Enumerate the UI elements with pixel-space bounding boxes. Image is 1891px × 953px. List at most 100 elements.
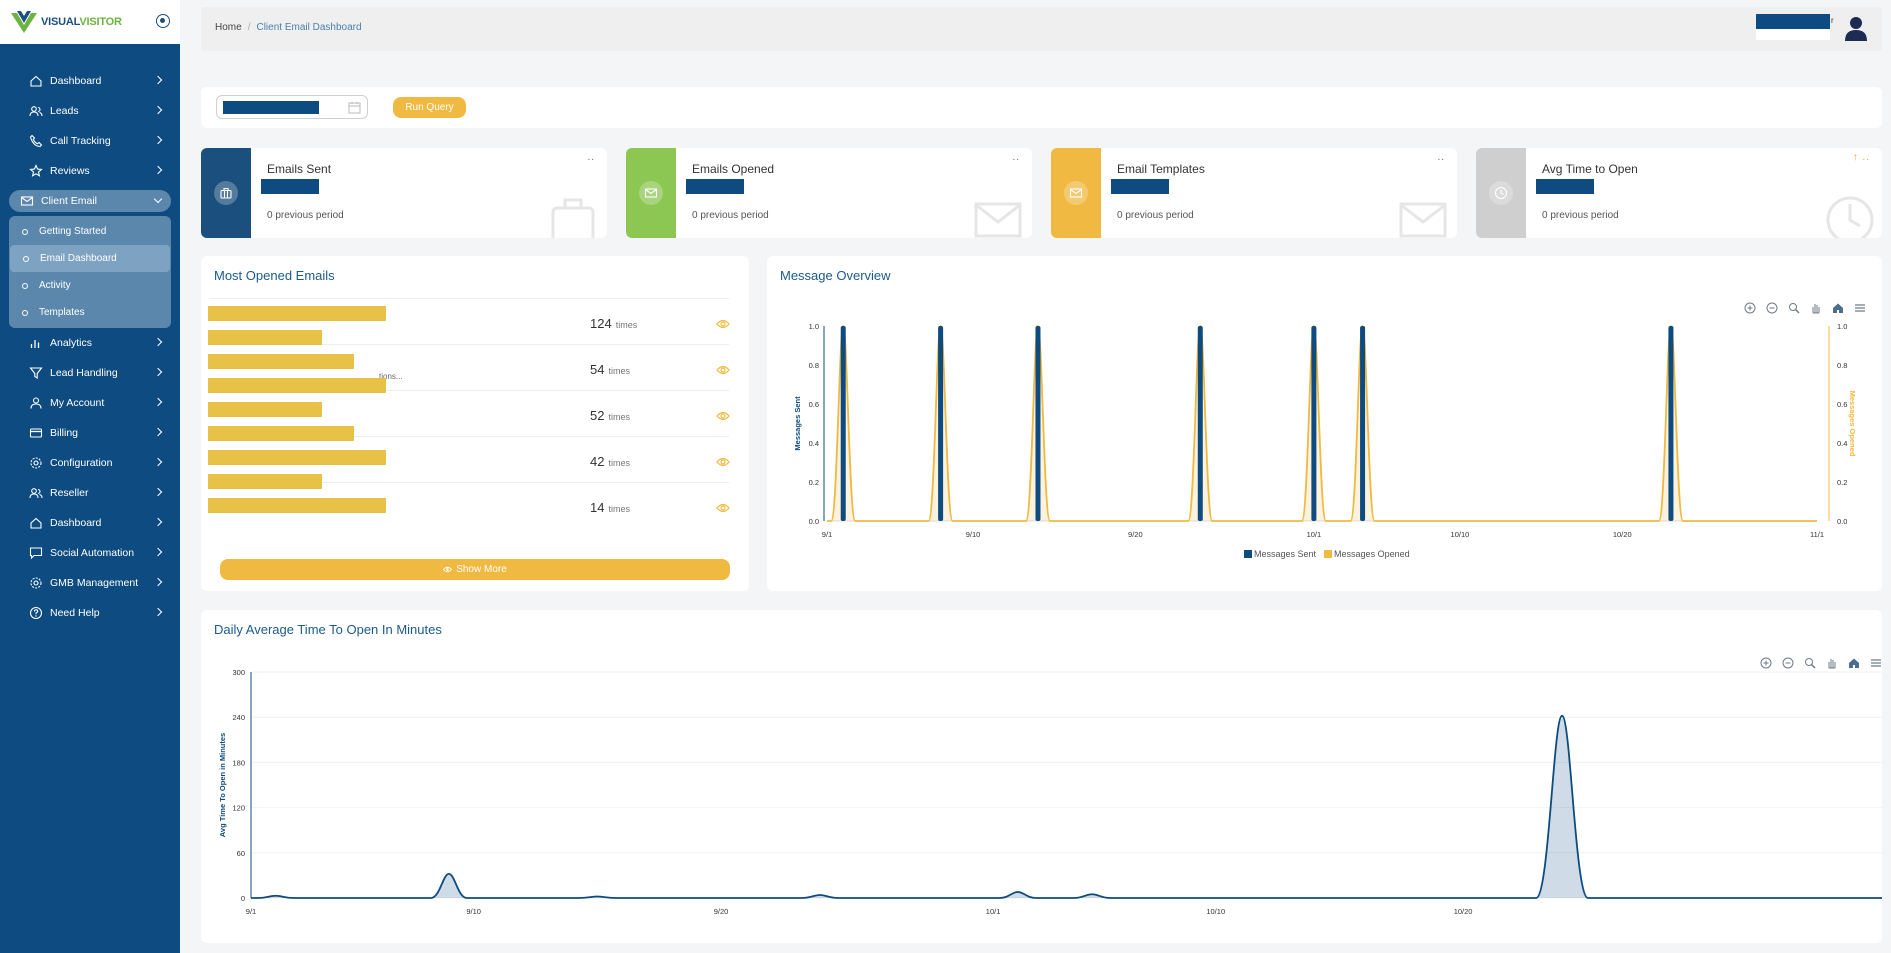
email-open-count: 14 times [590, 500, 630, 515]
daily-chart-toolbar [1759, 656, 1883, 670]
legend-item-opened[interactable]: Messages Opened [1324, 549, 1410, 559]
breadcrumb-home[interactable]: Home [215, 22, 242, 33]
stat-previous-period: 0 previous period [267, 210, 344, 221]
sidebar-item-label: Client Email [41, 195, 98, 207]
pan-hand-icon[interactable] [1825, 656, 1839, 670]
chevron-icon [153, 487, 163, 497]
calendar-icon[interactable] [348, 101, 361, 114]
circle-icon [23, 255, 29, 262]
y-tick-right: 0.6 [1837, 400, 1847, 409]
messages-sent-bar [1197, 326, 1203, 521]
stat-menu-icon[interactable]: ↑ .. [1852, 152, 1870, 163]
sidebar-item-dashboard[interactable]: Dashboard [9, 508, 171, 538]
reset-home-icon[interactable] [1847, 656, 1861, 670]
chevron-icon [153, 427, 163, 437]
avatar[interactable] [1841, 13, 1871, 43]
x-tick-label: 9/1 [246, 907, 256, 916]
sidebar-item-social-automation[interactable]: Social Automation [9, 538, 171, 568]
run-query-button[interactable]: Run Query [393, 97, 466, 118]
sidebar-item-label: Reseller [50, 487, 89, 499]
view-email-eye-icon[interactable] [716, 457, 730, 467]
breadcrumb-current: Client Email Dashboard [256, 22, 362, 33]
menu-icon[interactable] [1869, 656, 1883, 670]
email-subject-redacted [208, 378, 386, 393]
zoom-out-icon[interactable] [1765, 301, 1779, 315]
reset-home-icon[interactable] [1831, 301, 1845, 315]
logo-icon [11, 11, 37, 33]
chevron-icon [153, 194, 163, 204]
sidebar-item-label: Lead Handling [50, 367, 118, 379]
zoom-out-icon[interactable] [1781, 656, 1795, 670]
avg-time-area-line [251, 714, 1882, 899]
email-open-count: 52 times [590, 408, 630, 423]
chevron-icon [153, 105, 163, 115]
x-tick-label: 9/10 [466, 907, 481, 916]
submenu-item-getting-started[interactable]: Getting Started [9, 218, 171, 245]
eye-icon [443, 566, 453, 573]
sidebar-item-reviews[interactable]: Reviews [9, 156, 171, 186]
chevron-icon [153, 397, 163, 407]
sidebar-item-analytics[interactable]: Analytics [9, 328, 171, 358]
x-tick-label: 10/10 [1451, 530, 1470, 539]
menu-icon[interactable] [1853, 301, 1867, 315]
sidebar-item-call-tracking[interactable]: Call Tracking [9, 126, 171, 156]
open-count-value: 52 [590, 408, 605, 423]
chevron-icon [153, 457, 163, 467]
chevron-icon [153, 135, 163, 145]
sidebar-item-gmb-management[interactable]: GMB Management [9, 568, 171, 598]
email-open-count: 54 times [590, 362, 630, 377]
view-email-eye-icon[interactable] [716, 503, 730, 513]
query-bar: Run Query [201, 87, 1882, 128]
sidebar-item-lead-handling[interactable]: Lead Handling [9, 358, 171, 388]
submenu-item-email-dashboard[interactable]: Email Dashboard [10, 245, 170, 272]
stat-card-avg-time-to-open: Avg Time to Open 0 previous period ↑ .. [1476, 148, 1882, 238]
stat-title: Email Templates [1117, 162, 1205, 176]
logo[interactable]: VISUALVISITOR [0, 0, 180, 44]
sidebar-item-configuration[interactable]: Configuration [9, 448, 171, 478]
user-icon [29, 396, 43, 410]
view-email-eye-icon[interactable] [716, 411, 730, 421]
submenu-item-templates[interactable]: Templates [9, 299, 171, 326]
view-email-eye-icon[interactable] [716, 365, 730, 375]
chevron-icon [153, 607, 163, 617]
legend-item-sent[interactable]: Messages Sent [1244, 549, 1316, 559]
chevron-icon [153, 367, 163, 377]
zoom-in-icon[interactable] [1743, 301, 1757, 315]
messages-sent-bar [1035, 326, 1041, 521]
mail-icon [20, 194, 34, 208]
open-count-value: 42 [590, 454, 605, 469]
clock-icon [1489, 181, 1513, 205]
show-more-button[interactable]: Show More [220, 559, 730, 580]
sidebar-item-billing[interactable]: Billing [9, 418, 171, 448]
user-name-redacted[interactable] [1756, 14, 1830, 29]
sidebar-toggle-icon[interactable] [156, 14, 170, 28]
sidebar-item-my-account[interactable]: My Account [9, 388, 171, 418]
email-subject-redacted [208, 306, 386, 321]
stat-menu-icon[interactable]: .. [1437, 152, 1445, 163]
submenu-item-activity[interactable]: Activity [9, 272, 171, 299]
stat-icon-panel [1051, 148, 1101, 238]
sidebar-item-reseller[interactable]: Reseller [9, 478, 171, 508]
sidebar-item-dashboard[interactable]: Dashboard [9, 66, 171, 96]
y-tick: 60 [237, 849, 245, 858]
mail-icon [1064, 181, 1088, 205]
stat-menu-icon[interactable]: .. [1012, 152, 1020, 163]
sidebar-item-leads[interactable]: Leads [9, 96, 171, 126]
selection-zoom-icon[interactable] [1803, 656, 1817, 670]
sidebar-item-label: My Account [50, 397, 105, 409]
row-divider [209, 298, 729, 299]
x-tick-label: 9/20 [1128, 530, 1143, 539]
pan-hand-icon[interactable] [1809, 301, 1823, 315]
y-tick: 0 [241, 894, 245, 903]
users-icon [29, 486, 43, 500]
open-count-value: 14 [590, 500, 605, 515]
zoom-in-icon[interactable] [1759, 656, 1773, 670]
sidebar-item-label: Billing [50, 427, 79, 439]
date-range-input[interactable] [216, 95, 368, 119]
view-email-eye-icon[interactable] [716, 319, 730, 329]
selection-zoom-icon[interactable] [1787, 301, 1801, 315]
sidebar-item-client-email[interactable]: Client Email [9, 190, 171, 212]
star-icon [29, 164, 43, 178]
sidebar-item-need-help[interactable]: Need Help [9, 598, 171, 628]
stat-menu-icon[interactable]: .. [587, 152, 595, 163]
